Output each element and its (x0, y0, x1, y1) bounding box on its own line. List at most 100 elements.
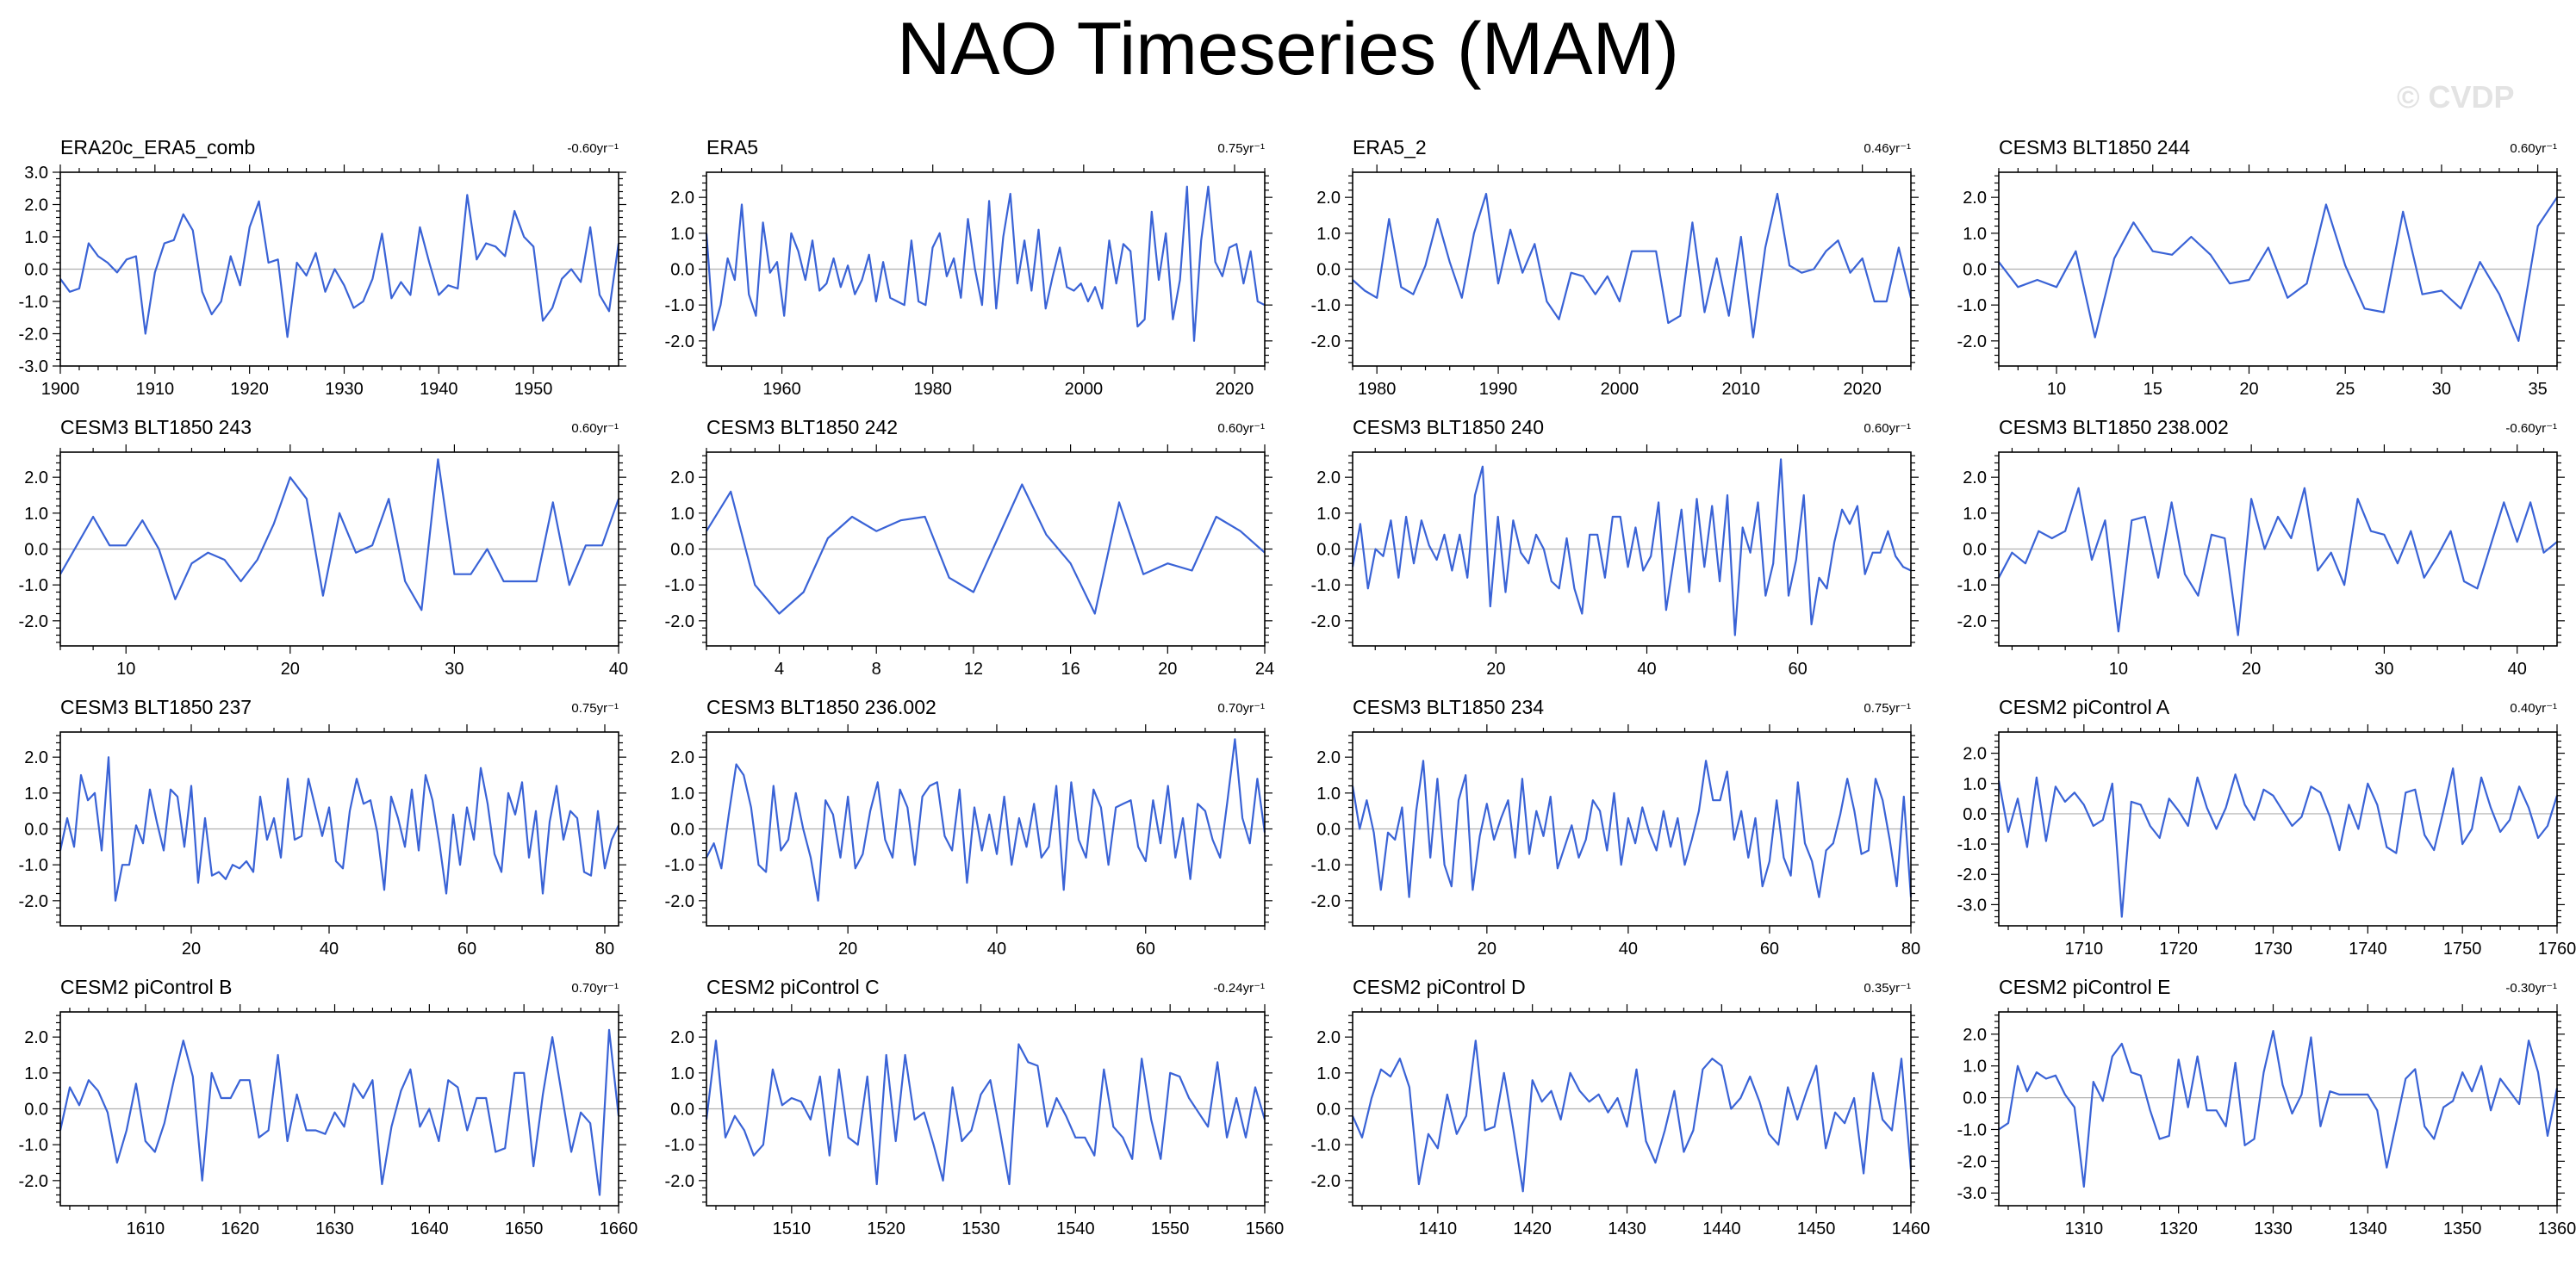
panel-trend: -0.24yr⁻¹ (1213, 981, 1265, 996)
ytick-label: -2.0 (1311, 332, 1341, 351)
ytick-label: 3.0 (24, 164, 48, 183)
ytick-label: 0.0 (1316, 821, 1341, 840)
ytick-label: -1.0 (19, 856, 48, 875)
ytick-label: -2.0 (19, 326, 48, 344)
xtick-label: 1910 (136, 380, 175, 399)
ytick-label: 0.0 (670, 1101, 694, 1120)
ytick-label: 1.0 (1316, 785, 1341, 804)
panel-trend: -0.30yr⁻¹ (2505, 981, 2557, 996)
ytick-label: -1.0 (19, 293, 48, 312)
ytick-label: -2.0 (1957, 1152, 1987, 1171)
panel-trend: 0.35yr⁻¹ (1864, 981, 1911, 996)
xtick-label: 1900 (41, 380, 80, 399)
xtick-label: 2020 (1216, 380, 1254, 399)
series-line-nao (1997, 767, 2559, 918)
xtick-label: 1940 (420, 380, 458, 399)
xtick-label: 1510 (773, 1219, 812, 1238)
chart-panel-12: -3.0 -2.0 -1.0 0.0 1.0 2.0 1710 1720 1730 1740 175… (1957, 696, 2576, 959)
xtick-label: 20 (2239, 380, 2258, 399)
ytick-label: 2.0 (670, 1028, 694, 1047)
xtick-label: 40 (2508, 660, 2527, 679)
panel-title: CESM2 piControl D (1353, 976, 1526, 998)
ytick-label: 0.0 (1963, 805, 1987, 824)
panel-title: ERA5_2 (1353, 136, 1427, 158)
ytick-label: -2.0 (1957, 612, 1987, 631)
chart-panel-6: -2.0 -1.0 0.0 1.0 2.0 4 8 12 16 20 24 CESM3 BLT1850… (665, 416, 1275, 679)
xtick-label: 20 (2242, 660, 2261, 679)
xtick-label: 1550 (1151, 1219, 1190, 1238)
chart-panel-7: -2.0 -1.0 0.0 1.0 2.0 20 40 60 CESM3 BLT1850 240… (1311, 416, 1919, 679)
chart-panel-9: -2.0 -1.0 0.0 1.0 2.0 20 40 60 80 CESM3 BLT1850 2… (19, 696, 626, 959)
chart-panel-1: -3.0 -2.0 -1.0 0.0 1.0 2.0 3.0 1900 1910 1920 1930… (19, 136, 626, 399)
chart-panel-3: -2.0 -1.0 0.0 1.0 2.0 1980 1990 2000 2010 2020 ERA… (1311, 136, 1919, 399)
ytick-label: 0.0 (1963, 261, 1987, 280)
xtick-label: 80 (595, 940, 614, 959)
ytick-label: -1.0 (1311, 1136, 1341, 1155)
panel-title: CESM2 piControl A (1999, 696, 2170, 718)
ytick-label: -2.0 (1311, 612, 1341, 631)
ytick-label: -2.0 (1311, 1172, 1341, 1191)
ytick-label: -1.0 (1311, 296, 1341, 315)
ytick-label: 2.0 (1316, 469, 1341, 487)
ytick-label: 1.0 (1316, 1064, 1341, 1083)
panel-title: CESM3 BLT1850 242 (706, 416, 898, 438)
plot-frame (1998, 731, 2558, 927)
panel-trend: -0.60yr⁻¹ (2505, 421, 2557, 436)
chart-panel-11: -2.0 -1.0 0.0 1.0 2.0 20 40 60 80 CESM3 BLT1850 2… (1311, 696, 1921, 959)
ytick-label: 2.0 (24, 196, 48, 215)
series-line-nao (1998, 487, 2558, 636)
ytick-label: -1.0 (1957, 296, 1987, 315)
ytick-label: -1.0 (665, 576, 694, 595)
xtick-label: 1760 (2538, 940, 2576, 959)
panel-trend: 0.75yr⁻¹ (1217, 141, 1265, 156)
xtick-label: 1660 (600, 1219, 638, 1238)
xtick-label: 10 (2047, 380, 2066, 399)
ytick-label: 1.0 (24, 1064, 48, 1083)
ytick-label: 1.0 (670, 225, 694, 244)
xtick-label: 1430 (1608, 1219, 1646, 1238)
chart-panel-15: -2.0 -1.0 0.0 1.0 2.0 1410 1420 1430 1440 1450 146… (1311, 976, 1931, 1238)
panel-trend: 0.75yr⁻¹ (571, 701, 619, 716)
panel-title: ERA20c_ERA5_comb (60, 136, 255, 158)
ytick-label: 0.0 (1316, 541, 1341, 560)
ytick-label: 2.0 (1963, 745, 1987, 764)
series-line-nao (705, 185, 1266, 342)
ytick-label: 1.0 (1316, 505, 1341, 524)
panel-title: CESM3 BLT1850 237 (60, 696, 252, 718)
ytick-label: -2.0 (665, 892, 694, 911)
ytick-label: 1.0 (24, 505, 48, 524)
chart-panel-14: -2.0 -1.0 0.0 1.0 2.0 1510 1520 1530 1540 1550 156… (665, 976, 1285, 1238)
ytick-label: -3.0 (1957, 896, 1987, 915)
xtick-label: 1540 (1056, 1219, 1095, 1238)
ytick-label: 0.0 (24, 541, 48, 560)
xtick-label: 15 (2144, 380, 2162, 399)
xtick-label: 1310 (2065, 1219, 2104, 1238)
ytick-label: 1.0 (670, 1064, 694, 1083)
panel-trend: 0.70yr⁻¹ (571, 981, 619, 996)
ytick-label: 1.0 (1963, 505, 1987, 524)
xtick-label: 1980 (913, 380, 952, 399)
ytick-label: -2.0 (19, 612, 48, 631)
ytick-label: 2.0 (24, 1028, 48, 1047)
xtick-label: 1460 (1892, 1219, 1931, 1238)
xtick-label: 1620 (221, 1219, 259, 1238)
ytick-label: -2.0 (665, 332, 694, 351)
panel-trend: -0.60yr⁻¹ (567, 141, 619, 156)
series-line-nao (1351, 458, 1912, 636)
ytick-label: 2.0 (1963, 189, 1987, 208)
ytick-label: 2.0 (1316, 189, 1341, 208)
xtick-label: 20 (1478, 940, 1496, 959)
xtick-label: 40 (609, 660, 628, 679)
panel-trend: 0.40yr⁻¹ (2510, 701, 2557, 716)
ytick-label: -1.0 (19, 576, 48, 595)
ytick-label: 0.0 (1316, 261, 1341, 280)
xtick-label: 2000 (1601, 380, 1640, 399)
xtick-label: 1740 (2349, 940, 2387, 959)
xtick-label: 40 (987, 940, 1006, 959)
xtick-label: 20 (182, 940, 201, 959)
series-line-nao (706, 483, 1266, 615)
xtick-label: 60 (457, 940, 476, 959)
panel-trend: 0.60yr⁻¹ (1217, 421, 1265, 436)
xtick-label: 1710 (2065, 940, 2104, 959)
xtick-label: 24 (1255, 660, 1274, 679)
